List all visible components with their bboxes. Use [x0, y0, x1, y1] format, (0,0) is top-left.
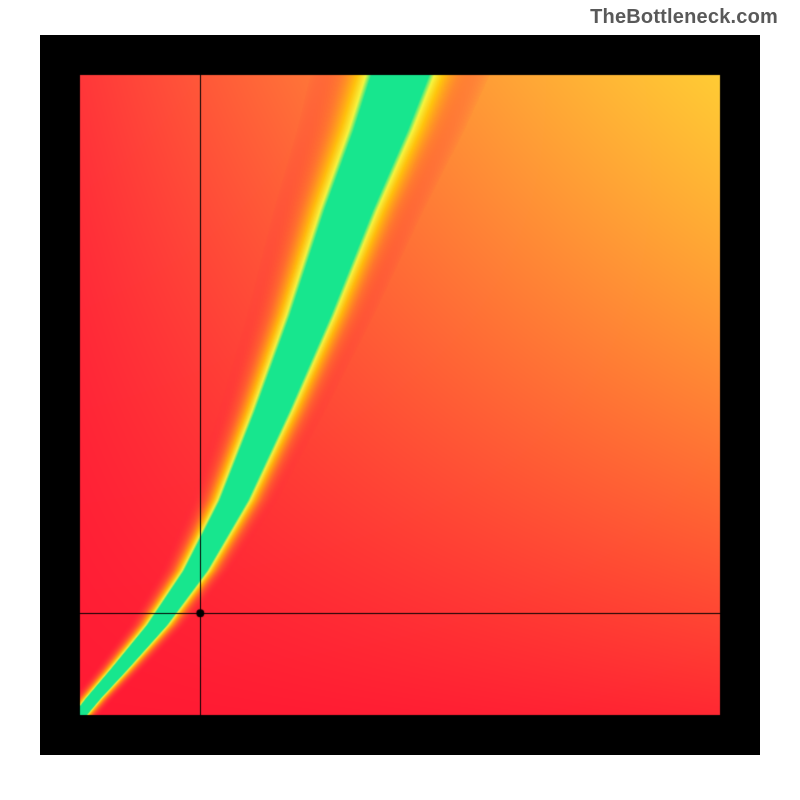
plot-frame — [40, 35, 760, 755]
heatmap-canvas — [40, 35, 760, 755]
watermark-text: TheBottleneck.com — [590, 6, 778, 29]
root: TheBottleneck.com — [0, 0, 800, 800]
